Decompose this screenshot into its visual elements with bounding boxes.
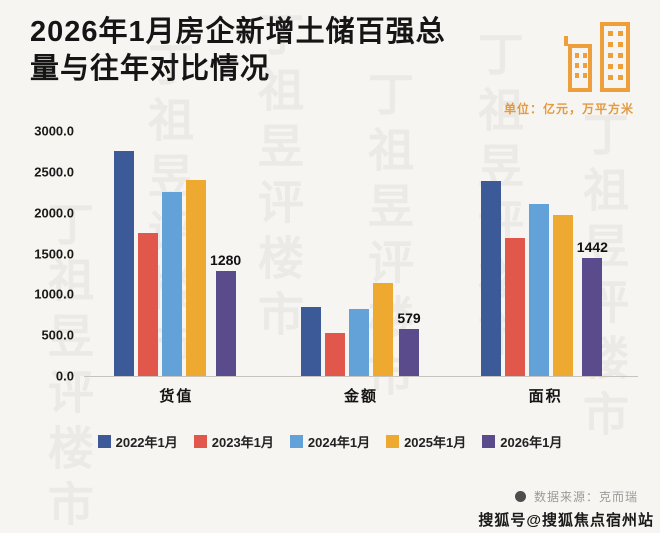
bar-value-label: 1442	[576, 239, 608, 255]
category-axis: 货值 金额 面积	[84, 385, 638, 406]
y-tick-label: 500.0	[41, 327, 74, 343]
legend-item: 2025年1月	[386, 432, 466, 451]
legend-swatch-icon	[289, 435, 303, 448]
y-tick-label: 2500.0	[34, 164, 74, 180]
bar-wrap	[325, 333, 346, 376]
bar-2022年1月	[114, 151, 135, 376]
bar-wrap	[552, 215, 573, 376]
bar-value-label: 1280	[210, 252, 242, 268]
watermark-text: 搜狐号@搜狐焦点宿州站	[478, 512, 654, 529]
legend: 2022年1月 2023年1月 2024年1月 2025年1月 2026年1月	[0, 432, 660, 451]
bar-wrap	[373, 283, 394, 376]
bar-group: 579	[299, 283, 422, 376]
bar-wrap	[504, 238, 525, 376]
bar-2026年1月	[215, 271, 236, 376]
page-title: 2026年1月房企新增土储百强总 量与往年对比情况	[30, 14, 446, 88]
legend-label: 2023年1月	[211, 435, 274, 450]
bar-wrap: 579	[397, 310, 421, 376]
legend-swatch-icon	[97, 435, 111, 448]
bar-2023年1月	[504, 238, 525, 376]
bar-2022年1月	[301, 307, 322, 376]
y-tick-label: 1500.0	[34, 246, 74, 261]
plot-area: 1280 579 1442 货值 金额 面积	[84, 131, 638, 406]
bar-wrap: 1442	[577, 239, 608, 376]
title-line-2: 量与往年对比情况	[30, 53, 271, 86]
bar-2024年1月	[349, 309, 370, 376]
bar-2023年1月	[138, 233, 159, 376]
legend-item: 2023年1月	[193, 432, 274, 451]
legend-label: 2025年1月	[404, 435, 467, 450]
bar-2023年1月	[325, 333, 346, 376]
bar-2025年1月	[552, 215, 573, 376]
legend-swatch-icon	[193, 435, 207, 448]
bar-2024年1月	[528, 204, 549, 376]
building-icon	[564, 22, 630, 92]
bar-group: 1442	[479, 181, 610, 376]
y-tick-label: 0.0	[55, 368, 74, 384]
bar-2026年1月	[582, 258, 603, 376]
bar-group: 1280	[112, 151, 243, 376]
bar-2025年1月	[373, 283, 394, 376]
plot: 1280 579 1442	[84, 131, 638, 377]
bar-wrap	[349, 309, 370, 376]
legend-label: 2022年1月	[115, 435, 178, 450]
category-label: 面积	[528, 388, 563, 405]
bar-wrap	[480, 181, 501, 376]
y-axis: 3000.0 2500.0 2000.0 1500.0 1000.0 500.0 0.0	[20, 124, 84, 384]
bar-2026年1月	[398, 329, 419, 376]
bar-wrap	[186, 180, 207, 376]
bar-2025年1月	[186, 180, 207, 376]
y-tick-label: 1000.0	[34, 286, 74, 302]
bar-wrap	[528, 204, 549, 376]
bar-wrap	[138, 233, 159, 376]
legend-item: 2024年1月	[289, 432, 371, 451]
legend-swatch-icon	[386, 435, 400, 448]
bar-wrap: 1280	[210, 252, 241, 376]
category-label: 金额	[344, 388, 379, 405]
bullet-dot-icon	[514, 491, 526, 502]
bar-value-label: 579	[397, 310, 421, 326]
bar-chart: 3000.0 2500.0 2000.0 1500.0 1000.0 500.0 0.0 1…	[20, 124, 638, 406]
source-text: 数据来源：克而瑞	[533, 490, 638, 504]
header: 2026年1月房企新增土储百强总 量与往年对比情况	[0, 0, 660, 94]
legend-swatch-icon	[482, 435, 496, 448]
y-tick-label: 2000.0	[34, 205, 74, 221]
bar-wrap	[162, 192, 183, 376]
y-tick-label: 3000.0	[34, 123, 74, 139]
legend-item: 2026年1月	[482, 432, 562, 451]
bar-wrap	[114, 151, 135, 376]
legend-label: 2024年1月	[307, 435, 371, 450]
bar-2022年1月	[480, 181, 501, 376]
legend-label: 2026年1月	[500, 435, 563, 450]
category-label: 货值	[159, 388, 194, 405]
title-line-1: 2026年1月房企新增土储百强总	[30, 16, 446, 48]
bar-wrap	[301, 307, 322, 376]
bar-2024年1月	[162, 192, 183, 376]
legend-item: 2022年1月	[97, 432, 178, 451]
unit-label: 单位：亿元，万平方米	[503, 102, 634, 116]
data-source: 数据来源：克而瑞	[514, 488, 638, 505]
